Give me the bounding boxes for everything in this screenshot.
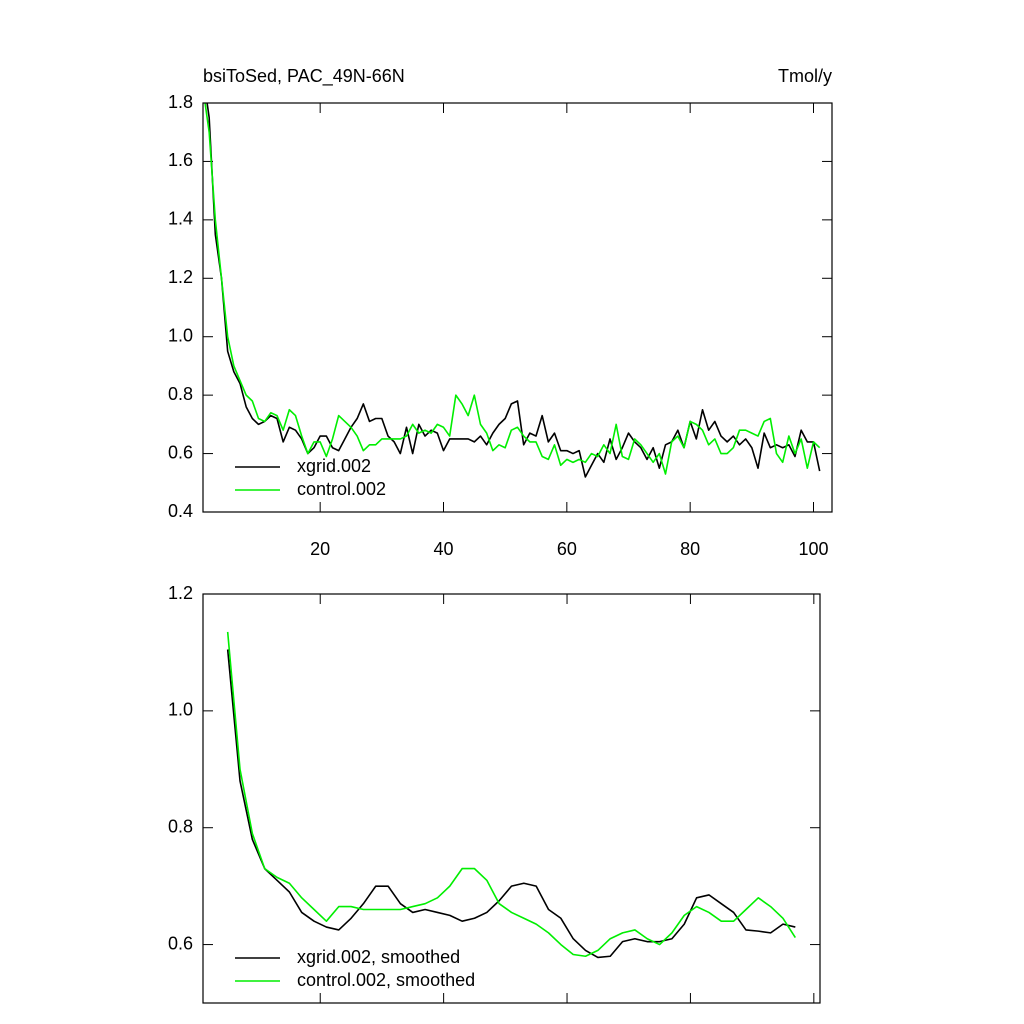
plot-frame [202,102,833,513]
x-tick-label: 60 [557,539,577,559]
x-tick-label: 80 [680,539,700,559]
x-tick-label: 20 [310,539,330,559]
y-tick-label: 1.2 [168,583,193,603]
series-line [204,103,821,475]
y-tick-label: 1.0 [168,325,193,345]
y-tick-label: 0.6 [168,933,193,953]
legend-label: control.002, smoothed [297,970,475,990]
y-tick-label: 0.4 [168,501,193,521]
x-tick-label: 40 [433,539,453,559]
y-tick-label: 1.4 [168,209,193,229]
y-tick-label: 0.8 [168,816,193,836]
legend-label: control.002 [297,479,386,499]
units-label: Tmol/y [778,66,832,86]
legend-label: xgrid.002 [297,456,371,476]
y-tick-label: 1.6 [168,150,193,170]
plot-frame [202,593,821,1004]
y-tick-label: 0.6 [168,442,193,462]
y-tick-label: 1.2 [168,267,193,287]
y-tick-label: 0.8 [168,384,193,404]
legend-label: xgrid.002, smoothed [297,947,460,967]
y-tick-label: 1.8 [168,92,193,112]
y-tick-label: 1.0 [168,700,193,720]
x-tick-label: 100 [798,539,828,559]
series-line [226,649,796,959]
series-line [226,631,796,958]
chart-title: bsiToSed, PAC_49N-66N [203,66,405,87]
